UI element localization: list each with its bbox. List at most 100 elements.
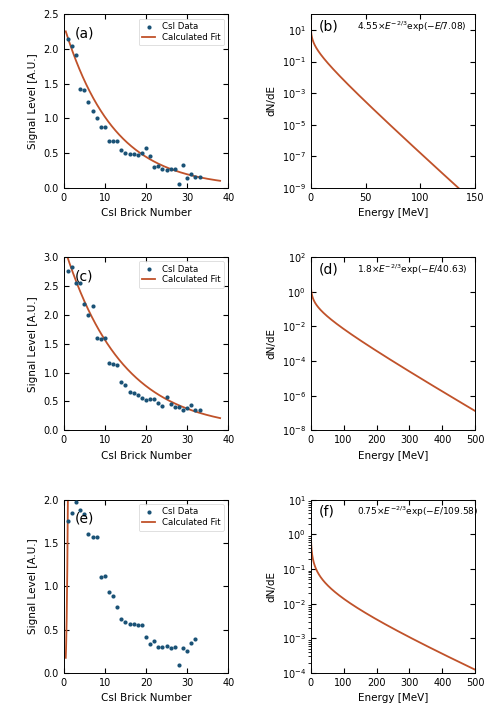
CsI Data [118, 614, 125, 625]
CsI Data [64, 516, 72, 527]
CsI Data [142, 631, 150, 642]
CsI Data [187, 168, 195, 180]
CsI Data [130, 149, 138, 160]
Y-axis label: Signal Level [A.U.]: Signal Level [A.U.] [28, 296, 38, 392]
CsI Data [167, 399, 174, 410]
CsI Data [146, 638, 154, 649]
CsI Data [64, 266, 72, 277]
Legend: CsI Data, Calculated Fit: CsI Data, Calculated Fit [139, 261, 224, 288]
CsI Data [101, 332, 109, 344]
CsI Data [113, 135, 121, 146]
Text: $0.75{\times}E^{-2/3}\exp(-E/109.58)$: $0.75{\times}E^{-2/3}\exp(-E/109.58)$ [357, 505, 478, 519]
CsI Data [150, 393, 158, 405]
Y-axis label: Signal Level [A.U.]: Signal Level [A.U.] [28, 53, 38, 149]
Y-axis label: dN/dE: dN/dE [266, 85, 276, 117]
CsI Data [159, 400, 167, 411]
CsI Data [134, 389, 142, 400]
CsI Data [105, 586, 113, 598]
Legend: CsI Data, Calculated Fit: CsI Data, Calculated Fit [139, 504, 224, 531]
Line: Calculated Fit: Calculated Fit [66, 252, 220, 418]
CsI Data [113, 359, 121, 371]
Line: Calculated Fit: Calculated Fit [66, 32, 220, 181]
CsI Data [72, 49, 80, 60]
CsI Data [84, 309, 92, 321]
CsI Data [192, 172, 199, 183]
CsI Data [138, 147, 146, 159]
Calculated Fit [214, 413, 220, 422]
CsI Data [68, 507, 76, 518]
CsI Data [76, 83, 84, 95]
CsI Data [93, 112, 100, 124]
CsI Data [118, 145, 125, 156]
CsI Data [175, 659, 183, 671]
Text: (d): (d) [319, 262, 339, 276]
CsI Data [159, 642, 167, 653]
CsI Data [138, 392, 146, 404]
CsI Data [159, 163, 167, 175]
CsI Data [101, 570, 109, 581]
CsI Data [163, 640, 171, 652]
CsI Data [122, 379, 129, 391]
CsI Data [163, 165, 171, 176]
X-axis label: Energy [MeV]: Energy [MeV] [358, 694, 428, 703]
Calculated Fit [63, 654, 69, 662]
CsI Data [93, 332, 100, 344]
CsI Data [89, 531, 97, 543]
Calculated Fit [214, 176, 220, 185]
Text: (e): (e) [75, 512, 95, 526]
CsI Data [196, 171, 203, 183]
CsI Data [89, 301, 97, 312]
Calculated Fit [63, 27, 69, 36]
Text: (b): (b) [319, 19, 339, 34]
CsI Data [138, 619, 146, 630]
X-axis label: Energy [MeV]: Energy [MeV] [358, 451, 428, 461]
CsI Data [171, 402, 179, 413]
CsI Data [154, 397, 162, 409]
CsI Data [192, 634, 199, 645]
CsI Data [154, 160, 162, 172]
Text: (f): (f) [319, 505, 335, 519]
CsI Data [64, 33, 72, 44]
CsI Data [97, 334, 105, 345]
CsI Data [196, 405, 203, 416]
CsI Data [146, 151, 154, 163]
Legend: CsI Data, Calculated Fit: CsI Data, Calculated Fit [139, 19, 224, 45]
CsI Data [183, 173, 191, 184]
Line: Calculated Fit: Calculated Fit [66, 0, 220, 658]
CsI Data [175, 178, 183, 189]
CsI Data [84, 528, 92, 540]
Calculated Fit [63, 248, 69, 256]
CsI Data [80, 84, 88, 96]
CsI Data [68, 40, 76, 52]
CsI Data [167, 642, 174, 654]
CsI Data [122, 616, 129, 628]
Text: (c): (c) [75, 269, 94, 283]
Calculated Fit [147, 155, 152, 163]
Calculated Fit [189, 406, 195, 415]
CsI Data [109, 358, 117, 369]
CsI Data [97, 121, 105, 132]
CsI Data [167, 163, 174, 175]
CsI Data [113, 601, 121, 613]
CsI Data [109, 135, 117, 147]
CsI Data [183, 646, 191, 657]
CsI Data [122, 147, 129, 159]
CsI Data [72, 277, 80, 289]
CsI Data [179, 642, 187, 654]
Y-axis label: Signal Level [A.U.]: Signal Level [A.U.] [28, 538, 38, 634]
CsI Data [125, 618, 133, 629]
CsI Data [171, 163, 179, 175]
X-axis label: Energy [MeV]: Energy [MeV] [358, 208, 428, 218]
Calculated Fit [137, 377, 143, 385]
CsI Data [142, 394, 150, 405]
CsI Data [192, 405, 199, 416]
Y-axis label: dN/dE: dN/dE [266, 328, 276, 359]
Calculated Fit [189, 171, 195, 180]
CsI Data [142, 142, 150, 154]
CsI Data [150, 635, 158, 647]
Text: $4.55{\times}E^{-2/3}\exp(-E/7.08)$: $4.55{\times}E^{-2/3}\exp(-E/7.08)$ [357, 19, 466, 34]
Calculated Fit [136, 148, 142, 157]
Calculated Fit [217, 177, 223, 185]
Calculated Fit [155, 159, 161, 168]
CsI Data [68, 261, 76, 273]
